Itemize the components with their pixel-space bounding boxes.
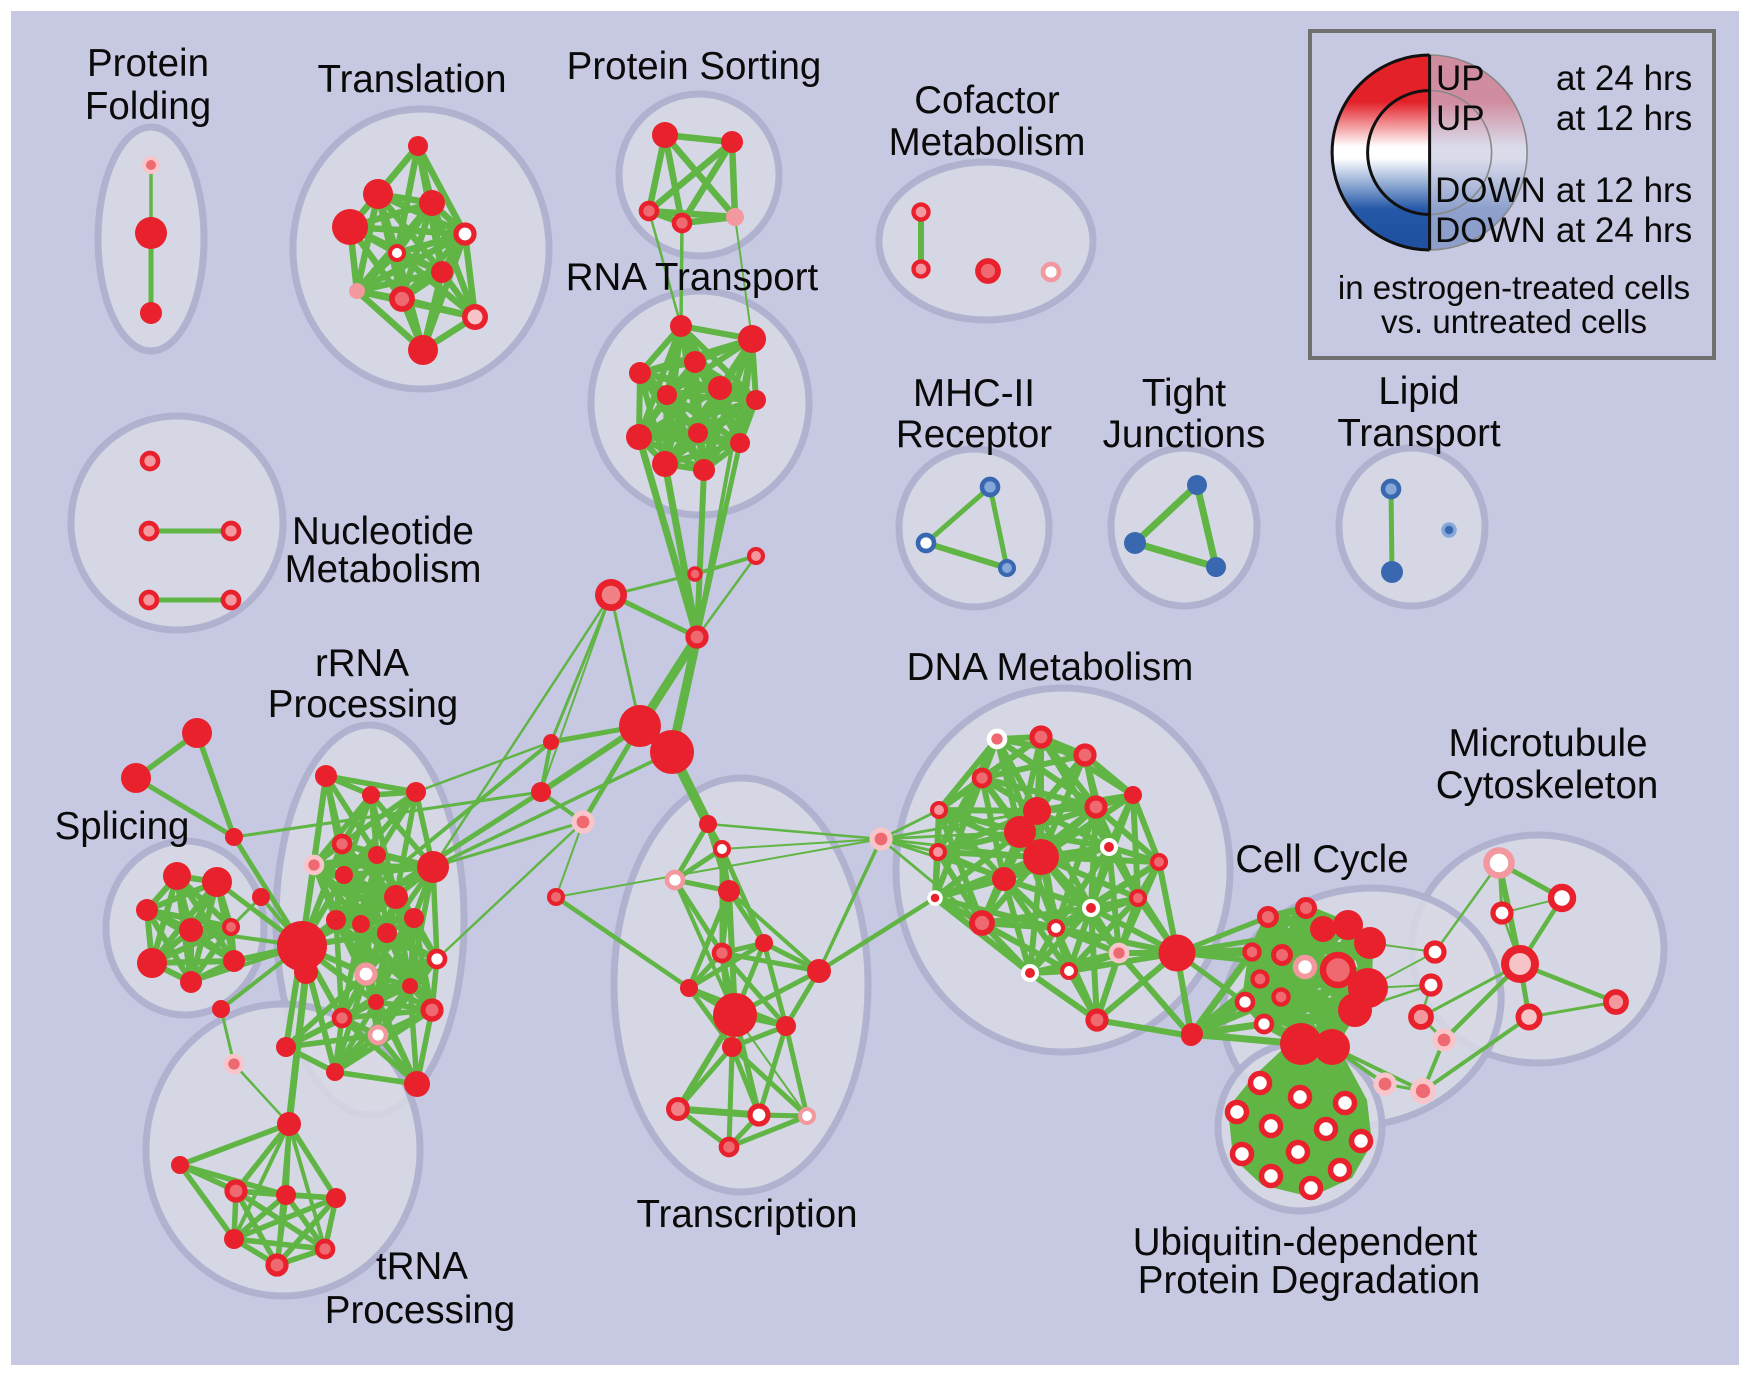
svg-text:at 12 hrs: at 12 hrs (1556, 99, 1692, 138)
svg-text:DNA Metabolism: DNA Metabolism (907, 646, 1194, 689)
svg-text:Protein: Protein (87, 42, 209, 85)
svg-text:Transport: Transport (1337, 412, 1501, 455)
svg-text:Protein Sorting: Protein Sorting (567, 45, 822, 88)
svg-text:at 24 hrs: at 24 hrs (1556, 59, 1692, 98)
svg-text:Cytoskeleton: Cytoskeleton (1436, 764, 1659, 807)
svg-text:Nucleotide: Nucleotide (292, 510, 474, 553)
svg-text:Receptor: Receptor (896, 413, 1052, 456)
svg-text:rRNA: rRNA (315, 642, 409, 685)
svg-text:DOWN: DOWN (1435, 171, 1546, 210)
svg-text:Processing: Processing (325, 1289, 515, 1332)
svg-text:UP: UP (1436, 59, 1485, 98)
svg-text:Cell Cycle: Cell Cycle (1235, 838, 1408, 881)
svg-text:Ubiquitin-dependent: Ubiquitin-dependent (1133, 1221, 1478, 1264)
svg-text:Processing: Processing (268, 683, 458, 726)
svg-text:tRNA: tRNA (376, 1245, 468, 1288)
svg-text:Transcription: Transcription (636, 1193, 857, 1236)
svg-text:Metabolism: Metabolism (889, 121, 1086, 164)
svg-text:MHC-II: MHC-II (913, 372, 1035, 415)
svg-text:Translation: Translation (317, 58, 506, 101)
svg-text:at 12 hrs: at 12 hrs (1556, 171, 1692, 210)
svg-text:Tight: Tight (1142, 372, 1226, 415)
svg-text:vs. untreated cells: vs. untreated cells (1381, 303, 1647, 340)
svg-text:DOWN: DOWN (1435, 211, 1546, 250)
svg-text:Junctions: Junctions (1103, 413, 1266, 456)
svg-text:at 24 hrs: at 24 hrs (1556, 211, 1692, 250)
svg-text:Lipid: Lipid (1378, 370, 1459, 413)
svg-text:in estrogen-treated cells: in estrogen-treated cells (1338, 269, 1690, 306)
svg-text:Protein Degradation: Protein Degradation (1138, 1259, 1480, 1302)
svg-text:Splicing: Splicing (55, 805, 190, 848)
svg-text:RNA Transport: RNA Transport (566, 256, 819, 299)
svg-text:Microtubule: Microtubule (1448, 722, 1647, 765)
svg-text:Cofactor: Cofactor (914, 79, 1060, 122)
svg-text:Metabolism: Metabolism (285, 548, 482, 591)
svg-text:UP: UP (1436, 99, 1485, 138)
svg-text:Folding: Folding (85, 85, 211, 128)
